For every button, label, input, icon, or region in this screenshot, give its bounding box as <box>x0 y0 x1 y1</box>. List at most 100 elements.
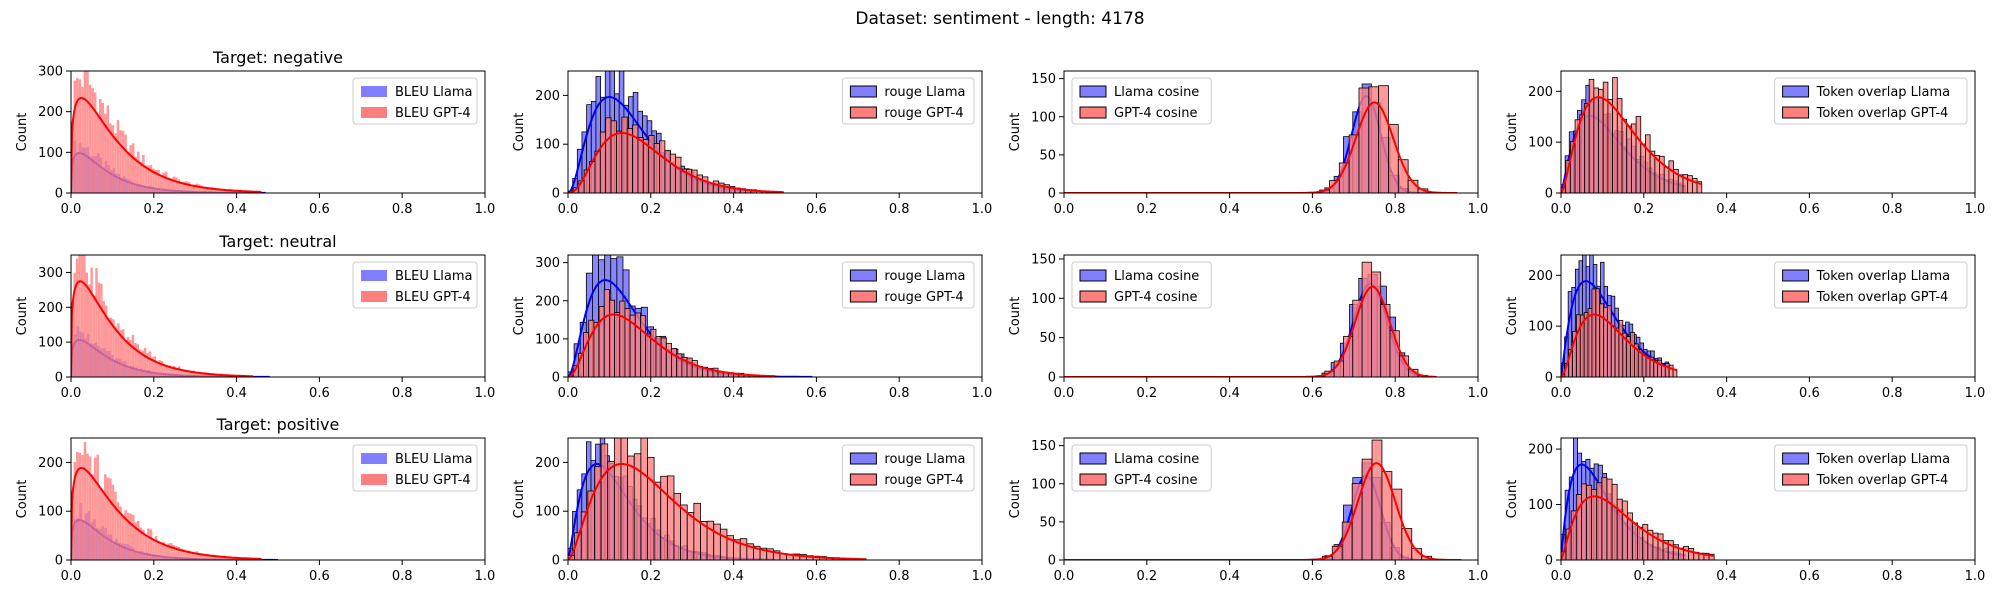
plot-area <box>568 434 866 560</box>
histogram-bar <box>659 141 664 193</box>
histogram-bar <box>1581 484 1586 560</box>
legend-label: BLEU GPT-4 <box>395 290 471 305</box>
y-tick-label: 100 <box>1031 110 1056 125</box>
legend-swatch <box>361 291 387 302</box>
legend-swatch <box>1080 453 1106 464</box>
legend-swatch <box>850 474 876 485</box>
histogram-bar <box>649 136 654 193</box>
x-tick-label: 0.2 <box>640 202 661 217</box>
legend-label: Llama cosine <box>1114 269 1199 284</box>
histogram-bar <box>609 300 614 377</box>
x-tick-label: 0.0 <box>1551 569 1572 584</box>
y-tick-label: 200 <box>1528 269 1553 284</box>
histogram-bar <box>114 133 117 193</box>
x-tick-label: 1.0 <box>972 569 993 584</box>
legend-label: rouge GPT-4 <box>884 473 963 488</box>
histogram-bar <box>89 85 92 193</box>
histogram-bar <box>165 172 168 193</box>
legend-label: GPT-4 cosine <box>1114 106 1197 121</box>
x-tick-label: 0.4 <box>226 202 247 217</box>
legend-swatch <box>1080 270 1106 281</box>
x-tick-label: 0.6 <box>1799 569 1820 584</box>
x-tick-label: 0.6 <box>1302 569 1323 584</box>
y-tick-label: 150 <box>1031 72 1056 87</box>
histogram-bar <box>1645 135 1650 193</box>
x-tick-label: 0.8 <box>1385 569 1406 584</box>
x-tick-label: 0.8 <box>1882 386 1903 401</box>
histogram-bar <box>627 129 632 193</box>
x-tick-label: 0.4 <box>1716 569 1737 584</box>
x-tick-label: 0.2 <box>1136 386 1157 401</box>
histogram-bar <box>142 155 145 193</box>
x-tick-label: 1.0 <box>1965 202 1986 217</box>
histogram-bar <box>687 512 694 560</box>
x-tick-label: 1.0 <box>475 569 496 584</box>
y-tick-label: 100 <box>38 505 63 520</box>
histogram-bar <box>640 316 645 377</box>
histogram-bar <box>185 181 188 193</box>
x-tick-label: 0.6 <box>806 202 827 217</box>
histogram-bar <box>137 521 140 560</box>
y-tick-label: 100 <box>535 138 560 153</box>
y-tick-label: 50 <box>1039 148 1056 163</box>
y-tick-label: 100 <box>1528 498 1553 513</box>
histogram-bar <box>110 318 112 377</box>
legend-label: GPT-4 cosine <box>1114 290 1197 305</box>
histogram-bar <box>107 478 110 560</box>
histogram-bar <box>124 135 127 193</box>
legend-swatch <box>1080 86 1106 97</box>
histogram-bar <box>91 88 94 193</box>
plot-area <box>71 66 266 193</box>
histogram-bar <box>94 92 97 193</box>
y-tick-label: 0 <box>552 554 560 569</box>
y-tick-label: 0 <box>1048 371 1056 386</box>
legend-label: Token overlap GPT-4 <box>1816 106 1949 121</box>
histogram-bar <box>616 131 621 193</box>
legend-label: Token overlap GPT-4 <box>1816 290 1949 305</box>
histogram-bar <box>1664 167 1669 193</box>
histogram-bar <box>83 251 85 377</box>
legend-swatch <box>1080 474 1106 485</box>
legend-swatch <box>1783 86 1809 97</box>
histogram-bar <box>651 329 656 377</box>
plot-area <box>71 442 278 560</box>
histogram-bar <box>173 177 176 193</box>
histogram-bar <box>620 301 625 377</box>
histogram-bar <box>101 491 104 560</box>
y-axis-label: Count <box>1505 297 1520 336</box>
histogram-bar <box>170 543 173 560</box>
y-tick-label: 150 <box>1031 252 1056 267</box>
histogram-bar <box>1684 546 1689 560</box>
x-tick-label: 0.0 <box>1054 386 1075 401</box>
histogram-bar <box>1594 88 1599 193</box>
y-tick-label: 200 <box>535 294 560 309</box>
y-tick-label: 0 <box>55 187 63 202</box>
histogram-bar <box>81 248 83 377</box>
histogram-bar <box>150 529 153 560</box>
y-tick-label: 0 <box>1048 554 1056 569</box>
histogram-bar <box>86 71 89 193</box>
y-tick-label: 300 <box>38 266 63 281</box>
histogram-bar <box>1597 483 1602 560</box>
x-tick-label: 1.0 <box>475 202 496 217</box>
x-tick-label: 0.0 <box>61 386 82 401</box>
x-tick-label: 0.6 <box>309 569 330 584</box>
x-tick-label: 0.4 <box>1219 569 1240 584</box>
histogram-bar <box>1388 125 1398 193</box>
histogram-bar <box>152 539 155 560</box>
histogram-bar <box>584 332 589 377</box>
histogram-bar <box>1372 440 1382 560</box>
legend-label: BLEU GPT-4 <box>395 473 471 488</box>
y-tick-label: 0 <box>1048 187 1056 202</box>
legend-swatch <box>361 474 387 485</box>
x-tick-label: 0.0 <box>61 202 82 217</box>
histogram-bar <box>1584 104 1589 193</box>
histogram-bar <box>156 362 158 377</box>
histogram-bar <box>1592 489 1597 560</box>
histogram-bar <box>76 78 79 193</box>
histogram-bar <box>614 438 621 560</box>
